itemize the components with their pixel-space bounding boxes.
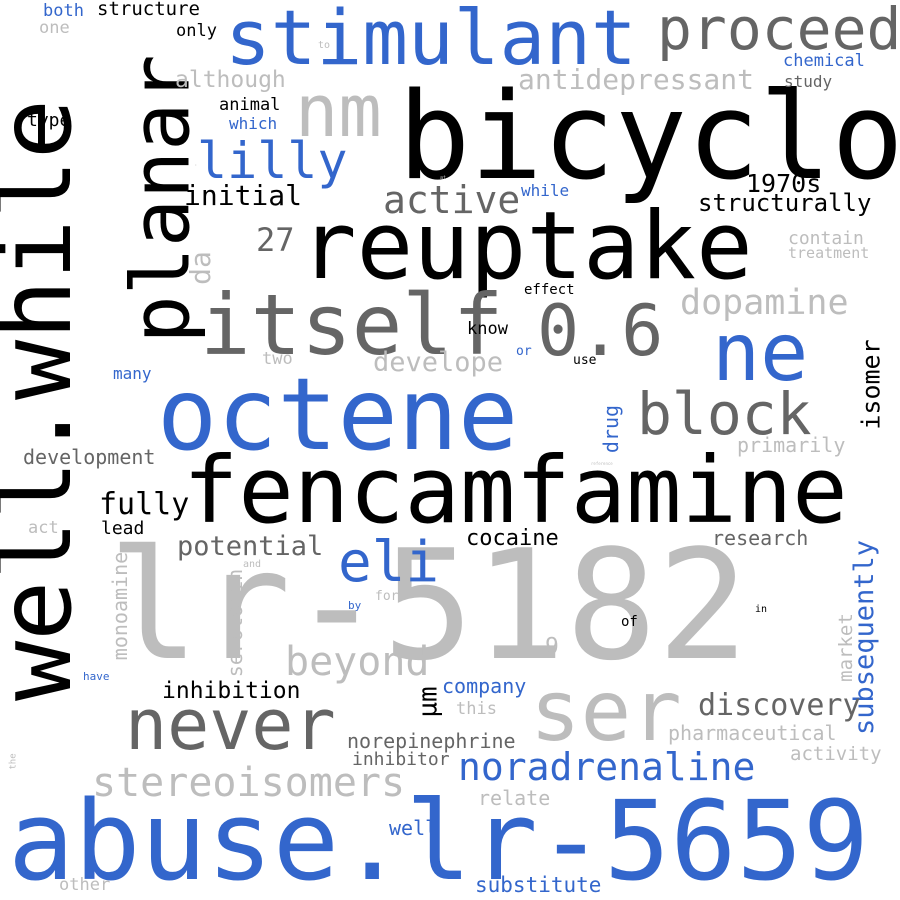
word-animal: animal [219, 95, 281, 115]
word-at: at [440, 175, 447, 181]
word-although: although [175, 67, 286, 93]
word-dopamine: dopamine [680, 283, 849, 323]
word-isomer: isomer [856, 339, 886, 430]
word-primarily: primarily [737, 433, 846, 457]
word-many: many [113, 364, 152, 383]
word-noradrenaline: noradrenaline [458, 745, 756, 789]
word-9: 9 [545, 634, 559, 660]
word-have: have [83, 670, 110, 683]
word-lr-5182: lr-5182 [108, 517, 749, 694]
word-both: both [43, 1, 84, 21]
word-develope: develope [373, 347, 504, 378]
word-effect: effect [524, 282, 575, 298]
word-lead: lead [101, 518, 145, 539]
word-company: company [442, 674, 527, 698]
word-itself: itself [200, 276, 504, 374]
word-inhibition: inhibition [162, 678, 301, 704]
word-only: only [176, 21, 217, 41]
word-fully: fully [99, 487, 190, 522]
word-inhibitor: inhibitor [352, 749, 450, 770]
word-abuse-lr-5659: abuse.lr-5659 [8, 777, 869, 900]
word-type: type [27, 110, 71, 131]
word-1970s: 1970s [746, 169, 822, 198]
word-by: by [348, 599, 362, 612]
word-active: active [383, 178, 521, 222]
word-drug: drug [599, 404, 624, 454]
word-pharmaceutical: pharmaceutical [668, 721, 837, 745]
word-potential: potential [177, 531, 324, 562]
word-two: two [262, 349, 293, 369]
word-tiny-dot: · [194, 162, 198, 169]
word-0-6: 0.6 [537, 290, 664, 372]
word-proceed: proceed [657, 0, 900, 63]
word-da: da [183, 251, 217, 285]
word-reuptake: reuptake [300, 192, 753, 301]
word-act: act [28, 518, 59, 538]
word-substitute: substitute [475, 873, 602, 897]
word-structurally: structurally [698, 189, 872, 217]
word-stereoisomers: stereoisomers [92, 760, 406, 806]
word-ser: ser [530, 662, 682, 760]
word-27: 27 [256, 221, 295, 259]
word-never: never [125, 684, 336, 766]
word-use: use [573, 353, 597, 368]
word-block: block [637, 380, 812, 448]
word-while: while [521, 181, 570, 200]
word-research: research [712, 526, 809, 550]
word-initial: initial [184, 179, 303, 212]
word-treatment: treatment [788, 244, 870, 262]
word-other: other [59, 875, 111, 895]
word-in: in [755, 604, 768, 615]
word-bicyclo: bicyclo [398, 68, 900, 207]
word-octene: octene [157, 356, 519, 473]
word-serotonin: serotonin [223, 568, 248, 678]
word-reference: reference [591, 461, 613, 466]
word-lilly: lilly [197, 132, 348, 190]
word-know: know [467, 319, 508, 339]
word-discovery: discovery [698, 688, 861, 723]
word-well: well [389, 816, 438, 840]
word-nm: nm [295, 69, 382, 153]
word-cocaine: cocaine [466, 526, 559, 551]
word-well-while: well.while [0, 98, 95, 702]
word-or: or [516, 344, 532, 359]
word-of: of [621, 614, 638, 630]
word-which: which [229, 114, 278, 133]
word-this: this [456, 699, 497, 719]
word-monoamine: monoamine [108, 551, 133, 661]
word-eli: eli [338, 530, 440, 595]
word-study: study [784, 72, 833, 91]
word-stimulant: stimulant [225, 0, 637, 82]
word-um: µm [413, 686, 444, 718]
word-beyond: beyond [285, 639, 430, 685]
word-and: and [243, 559, 262, 570]
word-activity: activity [790, 743, 882, 765]
word-chemical: chemical [783, 51, 865, 71]
word-antidepressant: antidepressant [518, 63, 755, 96]
word-the: the [8, 753, 19, 770]
word-structure: structure [97, 0, 200, 20]
word-ne: ne [712, 306, 809, 399]
word-market: market [834, 613, 857, 682]
word-contain: contain [788, 228, 864, 249]
word-to: to [318, 40, 331, 51]
word-development: development [23, 445, 156, 469]
word-relate: relate [478, 786, 551, 810]
word-for: for [375, 589, 399, 604]
word-norepinephrine: norepinephrine [347, 729, 516, 753]
word-fencamfamine: fencamfamine [183, 437, 848, 544]
word-one: one [39, 18, 70, 38]
